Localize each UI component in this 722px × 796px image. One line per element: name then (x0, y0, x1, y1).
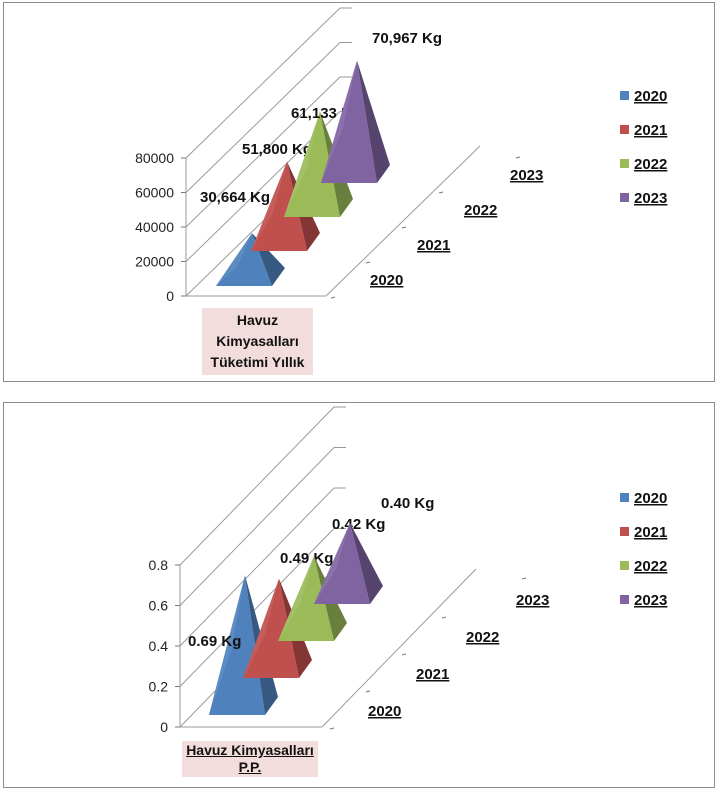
legend-swatch (620, 561, 629, 570)
gridline-diagonal (185, 42, 341, 193)
category-label-line: Kimyasalları (216, 333, 299, 349)
depth-tick-mark (330, 296, 336, 299)
category-label: Havuz Kimyasalları P.P. (182, 741, 318, 777)
pyramid-highlight (314, 523, 350, 604)
y-tick-label: 0.4 (149, 638, 169, 654)
depth-tick-mark (401, 226, 407, 229)
legend-item-label: 2023 (634, 592, 667, 609)
gridline-diagonal (179, 487, 335, 647)
y-tick-label: 0.6 (149, 598, 169, 614)
legend-item-label: 2021 (634, 524, 667, 541)
data-label: 0.69 Kg (188, 633, 241, 650)
legend-item-label: 2020 (634, 88, 667, 105)
y-tick-label: 0 (166, 288, 174, 304)
pyramid-highlight (216, 233, 252, 286)
floor-side (325, 145, 481, 297)
depth-tick-mark (365, 690, 371, 693)
depth-axis-label: 2022 (466, 629, 499, 646)
depth-axis-label: 2023 (510, 167, 543, 184)
legend-swatch (620, 91, 629, 100)
gridline-diagonal (185, 76, 341, 228)
depth-axis-label: 2021 (416, 666, 449, 683)
data-label: 0.42 Kg (332, 516, 385, 533)
pyramid-front-face (314, 523, 370, 604)
legend-item-label: 2022 (634, 558, 667, 575)
pyramid-highlight (284, 111, 320, 217)
pyramid-front-face (321, 60, 377, 183)
depth-axis-label: 2021 (417, 237, 450, 254)
y-tick-label: 40000 (135, 219, 174, 235)
pyramid-highlight (321, 60, 357, 183)
legend-swatch (620, 493, 629, 502)
legend-swatch (620, 193, 629, 202)
depth-tick-mark (521, 577, 527, 580)
data-label: 51,800 Kg (242, 141, 312, 158)
data-label: 0.49 Kg (280, 550, 333, 567)
y-tick-label: 0.8 (149, 557, 169, 573)
pyramid-front-face (216, 233, 272, 286)
category-label-line: Tüketimi Yıllık (210, 354, 305, 370)
chart-panel-per-person: 0 0.2 0.4 0.6 0.8 0.69 Kg 0.49 Kg 0.42 Kg 0.40 K… (3, 402, 715, 788)
pyramid-front-face (251, 161, 307, 251)
y-tick-label: 80000 (135, 150, 174, 166)
category-label-line: Havuz Kimyasalları (182, 742, 318, 759)
depth-tick-mark (441, 616, 447, 619)
legend-swatch (620, 159, 629, 168)
y-tick-label: 0 (160, 719, 168, 735)
y-tick-label: 60000 (135, 185, 174, 201)
depth-axis-label: 2020 (368, 703, 401, 720)
depth-tick-mark (515, 156, 521, 159)
pyramid-2023 (321, 60, 390, 183)
y-tick-label: 20000 (135, 254, 174, 270)
pyramid-highlight (251, 161, 287, 251)
category-label-line: P.P. (182, 759, 318, 776)
legend-item-label: 2023 (634, 190, 667, 207)
chart-panel-consumption: 0 20000 40000 60000 80000 30,664 Kg 51,800 Kg 6… (3, 2, 715, 382)
pyramid-front-face (284, 111, 340, 217)
gridline-diagonal (185, 7, 341, 159)
data-label: 0.40 Kg (381, 495, 434, 512)
depth-axis-label: 2022 (464, 202, 497, 219)
legend-item-label: 2022 (634, 156, 667, 173)
pyramid-side-face (350, 523, 383, 604)
pyramid-2023 (314, 523, 383, 604)
data-label: 70,967 Kg (372, 30, 442, 47)
depth-tick-mark (329, 727, 335, 730)
gridline-diagonal (179, 528, 335, 687)
depth-axis-label: 2023 (516, 592, 549, 609)
legend-item-label: 2020 (634, 490, 667, 507)
category-label-line: Havuz (236, 312, 279, 328)
pyramid-side-face (357, 60, 390, 183)
depth-axis-label: 2020 (370, 272, 403, 289)
chart-per-person-svg: 0 0.2 0.4 0.6 0.8 0.69 Kg 0.49 Kg 0.42 Kg 0.40 K… (149, 406, 667, 735)
pyramid-front-face (209, 575, 265, 715)
y-tick-label: 0.2 (149, 679, 169, 695)
gridline-diagonal (179, 447, 335, 606)
legend-swatch (620, 125, 629, 134)
pyramid-front-face (278, 555, 334, 641)
gridline-diagonal (179, 406, 335, 566)
depth-tick-mark (438, 191, 444, 194)
floor-side (321, 568, 477, 728)
legend-swatch (620, 595, 629, 604)
category-label: Havuz Kimyasalları Tüketimi Yıllık (202, 308, 313, 375)
data-label: 30,664 Kg (200, 189, 270, 206)
depth-tick-mark (365, 261, 371, 264)
category-label-text: P.P. (238, 759, 262, 775)
legend-item-label: 2021 (634, 122, 667, 139)
pyramid-front-face (243, 578, 299, 678)
legend-swatch (620, 527, 629, 536)
depth-tick-mark (401, 653, 407, 656)
category-label-text: Havuz Kimyasalları (186, 742, 314, 758)
